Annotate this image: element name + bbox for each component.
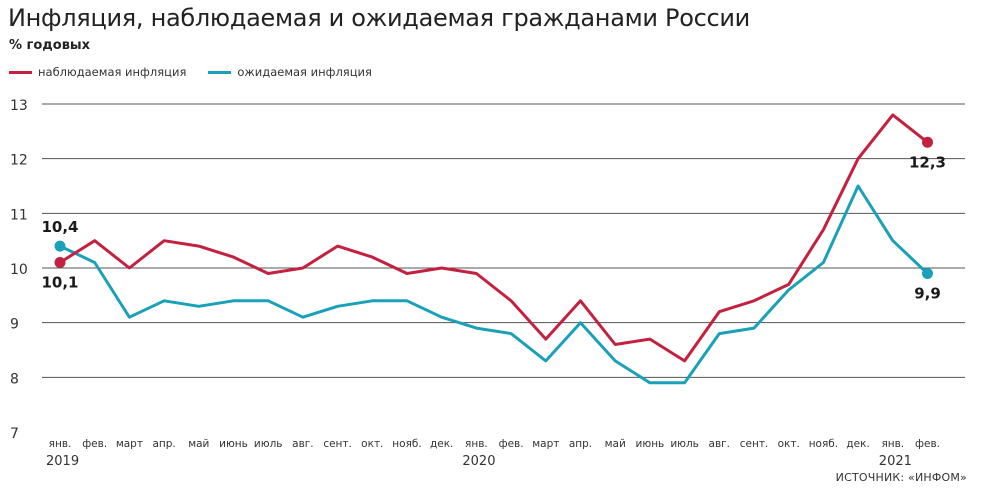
series-line-0	[58, 113, 929, 363]
x-tick-label: янв.	[49, 438, 72, 450]
x-tick-label: апр.	[569, 438, 592, 450]
x-tick-label: сент.	[323, 438, 352, 450]
x-tick-label: дек.	[430, 438, 453, 450]
legend-item-expected: ожидаемая инфляция	[208, 65, 372, 79]
x-tick-label: окт.	[778, 438, 800, 450]
x-tick-label: янв.	[465, 438, 488, 450]
series-1-marker-25	[922, 267, 933, 279]
x-tick-label: авг.	[709, 438, 730, 450]
year-label-2019: 2019	[46, 454, 79, 469]
x-tick-label: июль	[670, 438, 699, 450]
series-line-1	[58, 184, 929, 385]
series-0-marker-0	[54, 257, 66, 269]
x-axis: янв. фев. март апр. май июнь июль авг. сент. окт.…	[46, 438, 940, 469]
x-tick-label: фев.	[499, 438, 524, 450]
legend-swatch-expected	[208, 70, 232, 74]
x-tick-label: июль	[254, 438, 283, 450]
x-tick-label: март	[532, 438, 559, 450]
legend-swatch-observed	[9, 70, 32, 74]
x-tick-label: июнь	[219, 438, 248, 450]
data-label: 9,9	[914, 284, 941, 302]
x-tick-label: май	[605, 438, 626, 450]
x-tick-label: фев.	[915, 438, 940, 450]
x-tick-label: май	[188, 438, 209, 450]
y-tick-label: 8	[10, 371, 19, 387]
data-label: 10,1	[41, 274, 78, 292]
series	[54, 113, 933, 385]
y-tick-label: 9	[10, 317, 19, 333]
series-1-marker-0	[54, 240, 66, 252]
x-tick-label: сент.	[740, 438, 769, 450]
x-tick-label: фев.	[82, 438, 107, 450]
x-tick-label: нояб.	[809, 438, 838, 450]
x-tick-label: окт.	[361, 438, 383, 450]
legend: наблюдаемая инфляция ожидаемая инфляция	[9, 65, 394, 79]
x-tick-label: янв.	[881, 438, 904, 450]
x-tick-label: март	[116, 438, 143, 450]
chart-subtitle: % годовых	[9, 38, 91, 53]
x-tick-label: июнь	[636, 438, 665, 450]
x-tick-label: нояб.	[392, 438, 421, 450]
legend-label-expected: ожидаемая инфляция	[237, 65, 372, 79]
series-0-marker-25	[922, 136, 933, 148]
data-label: 10,4	[41, 218, 78, 236]
y-axis: 7 8 9 10 11 12 13	[10, 98, 28, 442]
grid	[42, 103, 965, 378]
legend-item-observed: наблюдаемая инфляция	[9, 65, 186, 79]
y-tick-label: 11	[10, 207, 28, 223]
year-label-2020: 2020	[462, 454, 495, 469]
y-tick-label: 10	[10, 262, 28, 278]
chart-title: Инфляция, наблюдаемая и ожидаемая гражда…	[8, 4, 750, 32]
source-note: ИСТОЧНИК: «ИНФОМ»	[835, 471, 967, 484]
legend-label-observed: наблюдаемая инфляция	[38, 65, 187, 79]
data-label: 12,3	[909, 153, 946, 171]
y-tick-label: 13	[10, 98, 28, 114]
x-tick-label: дек.	[846, 438, 869, 450]
annotations: 10,4 10,1 12,3 9,9	[41, 153, 946, 302]
x-tick-label: авг.	[292, 438, 313, 450]
x-tick-label: апр.	[152, 438, 175, 450]
y-tick-label: 7	[10, 426, 19, 442]
y-tick-label: 12	[10, 153, 28, 169]
year-label-2021: 2021	[879, 454, 912, 469]
